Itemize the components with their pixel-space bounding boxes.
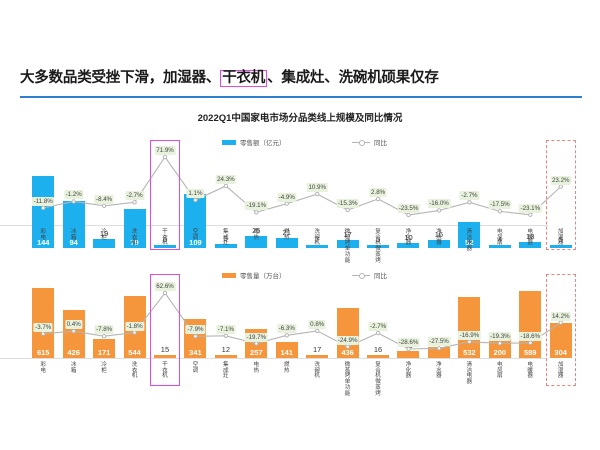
yoy-percent-label: -1.8%: [125, 322, 144, 331]
yoy-point[interactable]: [407, 347, 410, 350]
yoy-percent-label: 0.4%: [65, 320, 82, 329]
category-tick: 冰箱: [58, 361, 88, 381]
category-label: 净化器: [404, 363, 413, 380]
yoy-point[interactable]: [468, 340, 471, 343]
category-label: 洗衣机: [130, 363, 139, 380]
yoy-percent-label: -11.8%: [32, 197, 54, 206]
yoy-percent-label: -24.9%: [336, 336, 359, 345]
yoy-point[interactable]: [285, 334, 288, 337]
yoy-percent-label: -18.6%: [519, 332, 542, 341]
yoy-point[interactable]: [133, 331, 136, 334]
category-tick: 微蒸烤单功能: [332, 361, 362, 381]
yoy-percent-label: -19.3%: [489, 332, 512, 341]
yoy-percent-label: 0.8%: [309, 320, 326, 329]
yoy-point[interactable]: [194, 335, 197, 338]
category-label: 冰箱: [69, 363, 78, 374]
category-tick: 彩电: [28, 361, 58, 381]
category-tick: 电热: [241, 361, 271, 381]
yoy-point[interactable]: [316, 329, 319, 332]
yoy-percent-label: -19.1%: [245, 201, 268, 210]
yoy-point[interactable]: [437, 347, 440, 350]
yoy-point[interactable]: [255, 342, 258, 345]
category-tick: 清洁电器: [454, 361, 484, 381]
yoy-percent-label: -7.1%: [216, 325, 235, 334]
category-tick: 干衣机: [150, 361, 180, 381]
yoy-percent-label: -8.4%: [95, 195, 114, 204]
category-tick: 复合机微蒸烤: [363, 361, 393, 381]
category-label: 清洁电器: [465, 363, 474, 386]
yoy-percent-label: -1.2%: [64, 190, 83, 199]
yoy-point[interactable]: [102, 335, 105, 338]
yoy-percent-label: -23.5%: [397, 204, 420, 213]
yoy-point[interactable]: [72, 329, 75, 332]
yoy-point[interactable]: [559, 321, 562, 324]
category-label: 微蒸烤单功能: [343, 363, 352, 397]
yoy-percent-label: 24.3%: [216, 175, 237, 184]
yoy-percent-label: -16.0%: [428, 199, 451, 208]
category-label: 洗碗机: [313, 363, 322, 380]
category-tick: 洗碗机: [302, 361, 332, 381]
category-label: 彩电: [39, 363, 48, 374]
chart-bottom-category-axis: 彩电 冰箱 冷柜 洗衣机 干衣机 空调 集成灶 电热 燃热 洗碗机 微蒸烤单功能复合机微蒸烤 净化器 净…: [28, 361, 576, 381]
category-tick: 洗衣机: [119, 361, 149, 381]
category-tick: 集成灶: [211, 361, 241, 381]
category-label: 干衣机: [160, 363, 169, 380]
category-label: 空调: [191, 363, 200, 374]
category-label: 净水器: [434, 363, 443, 380]
category-tick: 电暖器: [515, 361, 545, 381]
yoy-point[interactable]: [529, 341, 532, 344]
yoy-point[interactable]: [224, 334, 227, 337]
yoy-percent-label: -16.9%: [458, 331, 481, 340]
category-label: 加湿器: [556, 363, 565, 380]
yoy-percent-label: 62.6%: [155, 282, 176, 291]
yoy-point[interactable]: [42, 332, 45, 335]
yoy-percent-label: -7.9%: [186, 325, 205, 334]
yoy-percent-label: -17.5%: [489, 200, 512, 209]
yoy-point[interactable]: [498, 342, 501, 345]
yoy-percent-label: -2.7%: [369, 322, 388, 331]
yoy-percent-label: 23.2%: [550, 176, 571, 185]
category-tick: 电风扇: [485, 361, 515, 381]
yoy-percent-label: -19.7%: [245, 333, 268, 342]
yoy-percent-label: -2.7%: [125, 191, 144, 200]
category-tick: 净化器: [393, 361, 423, 381]
category-label: 冷柜: [100, 363, 109, 374]
yoy-line-bottom: [0, 0, 600, 450]
yoy-percent-label: -15.3%: [336, 199, 359, 208]
category-tick: 加湿器: [545, 361, 575, 381]
yoy-percent-label: 14.2%: [550, 312, 571, 321]
category-tick: 冷柜: [89, 361, 119, 381]
yoy-percent-label: 2.8%: [370, 188, 387, 197]
yoy-percent-label: -3.7%: [34, 323, 53, 332]
category-tick: 净水器: [424, 361, 454, 381]
screenshot-root: 大多数品类受挫下滑，加湿器、干衣机、集成灶、洗碗机硕果仅存 2022Q1中国家电…: [0, 0, 600, 450]
category-tick: 空调: [180, 361, 210, 381]
yoy-percent-label: -4.9%: [277, 193, 296, 202]
yoy-percent-label: 10.9%: [307, 183, 328, 192]
category-label: 燃热: [282, 363, 291, 374]
category-tick: 燃热: [272, 361, 302, 381]
category-label: 电热: [252, 363, 261, 374]
category-label: 复合机微蒸烤: [374, 363, 383, 397]
yoy-percent-label: -27.5%: [428, 337, 451, 346]
yoy-point[interactable]: [346, 345, 349, 348]
category-label: 集成灶: [221, 363, 230, 380]
yoy-point[interactable]: [376, 331, 379, 334]
yoy-percent-label: -2.7%: [460, 191, 479, 200]
category-label: 电风扇: [495, 363, 504, 380]
yoy-percent-label: -7.8%: [95, 325, 114, 334]
yoy-point[interactable]: [163, 291, 166, 294]
category-label: 电暖器: [526, 363, 535, 380]
yoy-polyline: [43, 293, 561, 349]
yoy-percent-label: -6.3%: [277, 324, 296, 333]
yoy-percent-label: 71.9%: [155, 146, 176, 155]
yoy-percent-label: 1.1%: [187, 189, 204, 198]
yoy-percent-label: -28.6%: [397, 338, 420, 347]
yoy-percent-label: -23.1%: [519, 204, 542, 213]
